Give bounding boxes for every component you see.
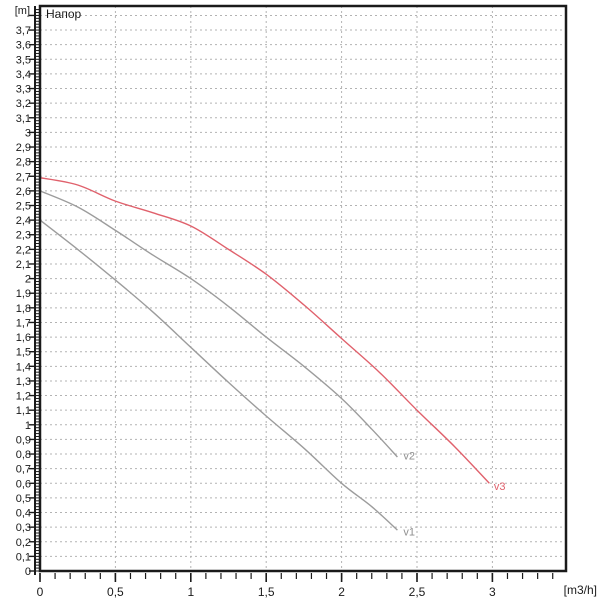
- curve-label-v3: v3: [494, 481, 506, 493]
- curve-label-v1: v1: [403, 527, 415, 539]
- y-tick-label: 2,3: [16, 230, 31, 242]
- y-tick-label: 1,5: [16, 347, 31, 359]
- y-tick-label: 0,2: [16, 537, 31, 549]
- y-tick-label: 0,5: [16, 493, 31, 505]
- y-tick-label: 1,2: [16, 391, 31, 403]
- curve-v1: [39, 219, 398, 531]
- y-tick-label: 3,7: [16, 25, 31, 37]
- y-tick-label: 1,1: [16, 405, 31, 417]
- y-tick-label: 0,1: [16, 551, 31, 563]
- y-tick-label: 1,4: [16, 361, 31, 373]
- y-tick-label: 2,5: [16, 201, 31, 213]
- y-tick-label: 3,2: [16, 98, 31, 110]
- x-tick-label: 0,5: [107, 585, 124, 599]
- y-tick-label: 0: [25, 566, 31, 578]
- curve-v2: [39, 190, 398, 458]
- y-tick-label: 3: [25, 127, 31, 139]
- y-tick-label: 3,3: [16, 84, 31, 96]
- y-tick-label: 1,9: [16, 288, 31, 300]
- y-tick-label: 2,7: [16, 171, 31, 183]
- y-tick-label: 2,4: [16, 215, 31, 227]
- y-tick-label: 0,3: [16, 522, 31, 534]
- x-tick-label: 3: [489, 585, 496, 599]
- y-tick-label: 3,1: [16, 113, 31, 125]
- x-tick-label: 1,5: [258, 585, 275, 599]
- y-tick-label: 0,4: [16, 508, 31, 520]
- curve-v3: [39, 177, 490, 484]
- x-tick-label: 2,5: [409, 585, 426, 599]
- y-tick-label: 2,9: [16, 142, 31, 154]
- y-tick-label: 1,7: [16, 317, 31, 329]
- y-tick-label: 1,8: [16, 303, 31, 315]
- y-tick-label: 0,9: [16, 434, 31, 446]
- y-tick-label: 3,4: [16, 69, 31, 81]
- y-tick-label: 3,6: [16, 40, 31, 52]
- y-tick-label: 2,6: [16, 186, 31, 198]
- y-tick-label: 2,1: [16, 259, 31, 271]
- y-tick-label: 1,6: [16, 332, 31, 344]
- y-tick-label: 1: [25, 420, 31, 432]
- y-tick-label: 1,3: [16, 376, 31, 388]
- y-tick-label: 0,8: [16, 449, 31, 461]
- chart-title: Напор: [46, 7, 82, 21]
- y-tick-label: 2: [25, 274, 31, 286]
- x-tick-label: 1: [187, 585, 194, 599]
- plot-border: [38, 4, 568, 573]
- x-tick-label: 0: [37, 585, 44, 599]
- y-tick-label: 2,2: [16, 244, 31, 256]
- y-axis-unit-label: [m]: [14, 5, 30, 17]
- y-tick-label: 0,6: [16, 478, 31, 490]
- curve-label-v2: v2: [403, 451, 415, 463]
- y-tick-label: 2,8: [16, 157, 31, 169]
- y-tick-label: 3,5: [16, 54, 31, 66]
- x-tick-label: 2: [338, 585, 345, 599]
- y-tick-label: 0,7: [16, 464, 31, 476]
- x-axis-unit-label: [m3/h]: [563, 583, 597, 597]
